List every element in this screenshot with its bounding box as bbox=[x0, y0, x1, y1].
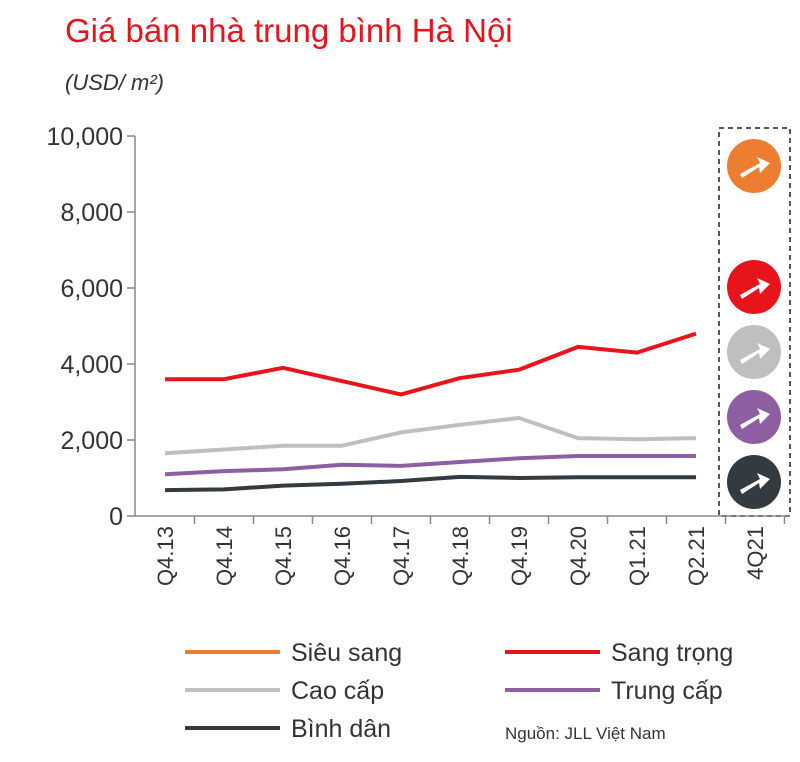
x-tick-label: Q4.15 bbox=[271, 526, 296, 586]
x-tick-label: Q4.17 bbox=[389, 526, 414, 586]
series-line bbox=[164, 415, 697, 456]
y-tick-label: 10,000 bbox=[47, 123, 123, 151]
series-line bbox=[164, 474, 696, 493]
trend-arrow bbox=[740, 157, 770, 178]
y-tick-label: 0 bbox=[109, 503, 123, 531]
x-tick-label: Q4.18 bbox=[448, 526, 473, 586]
x-tick-label: Q4.16 bbox=[330, 526, 355, 586]
x-tick-label: Q4.13 bbox=[153, 526, 178, 586]
chart-subtitle: (USD/ m²) bbox=[65, 70, 164, 95]
legend-label: Bình dân bbox=[291, 715, 391, 743]
series-line bbox=[164, 453, 696, 477]
trend-icon bbox=[727, 260, 781, 314]
trend-icon bbox=[727, 455, 781, 509]
legend-label: Siêu sang bbox=[291, 639, 402, 667]
legend-label: Sang trọng bbox=[611, 639, 733, 667]
source-note: Nguồn: JLL Việt Nam bbox=[505, 724, 666, 743]
x-tick-label: Q2.21 bbox=[684, 526, 709, 586]
x-tick-label: Q4.19 bbox=[507, 526, 532, 586]
trend-arrow bbox=[740, 343, 770, 364]
highlight-box bbox=[718, 127, 791, 517]
y-tick-label: 6,000 bbox=[60, 275, 123, 303]
x-tick-label: Q4.14 bbox=[212, 526, 237, 586]
legend-label: Trung cấp bbox=[611, 677, 723, 705]
x-tick-label: Q4.20 bbox=[566, 526, 591, 586]
chart-title: Giá bán nhà trung bình Hà Nội bbox=[65, 12, 513, 49]
x-tick-label: 4Q21 bbox=[743, 526, 768, 580]
trend-icon bbox=[727, 390, 781, 444]
y-tick-label: 2,000 bbox=[60, 427, 123, 455]
trend-icon bbox=[727, 325, 781, 379]
y-tick-label: 4,000 bbox=[60, 351, 123, 379]
x-tick-label: Q1.21 bbox=[625, 526, 650, 586]
trend-arrow bbox=[740, 278, 770, 299]
trend-icon bbox=[727, 139, 781, 193]
trend-arrow bbox=[740, 473, 770, 494]
legend-label: Cao cấp bbox=[291, 677, 384, 705]
trend-arrow bbox=[740, 408, 770, 429]
series-line bbox=[165, 331, 697, 397]
y-tick-label: 8,000 bbox=[60, 199, 123, 227]
